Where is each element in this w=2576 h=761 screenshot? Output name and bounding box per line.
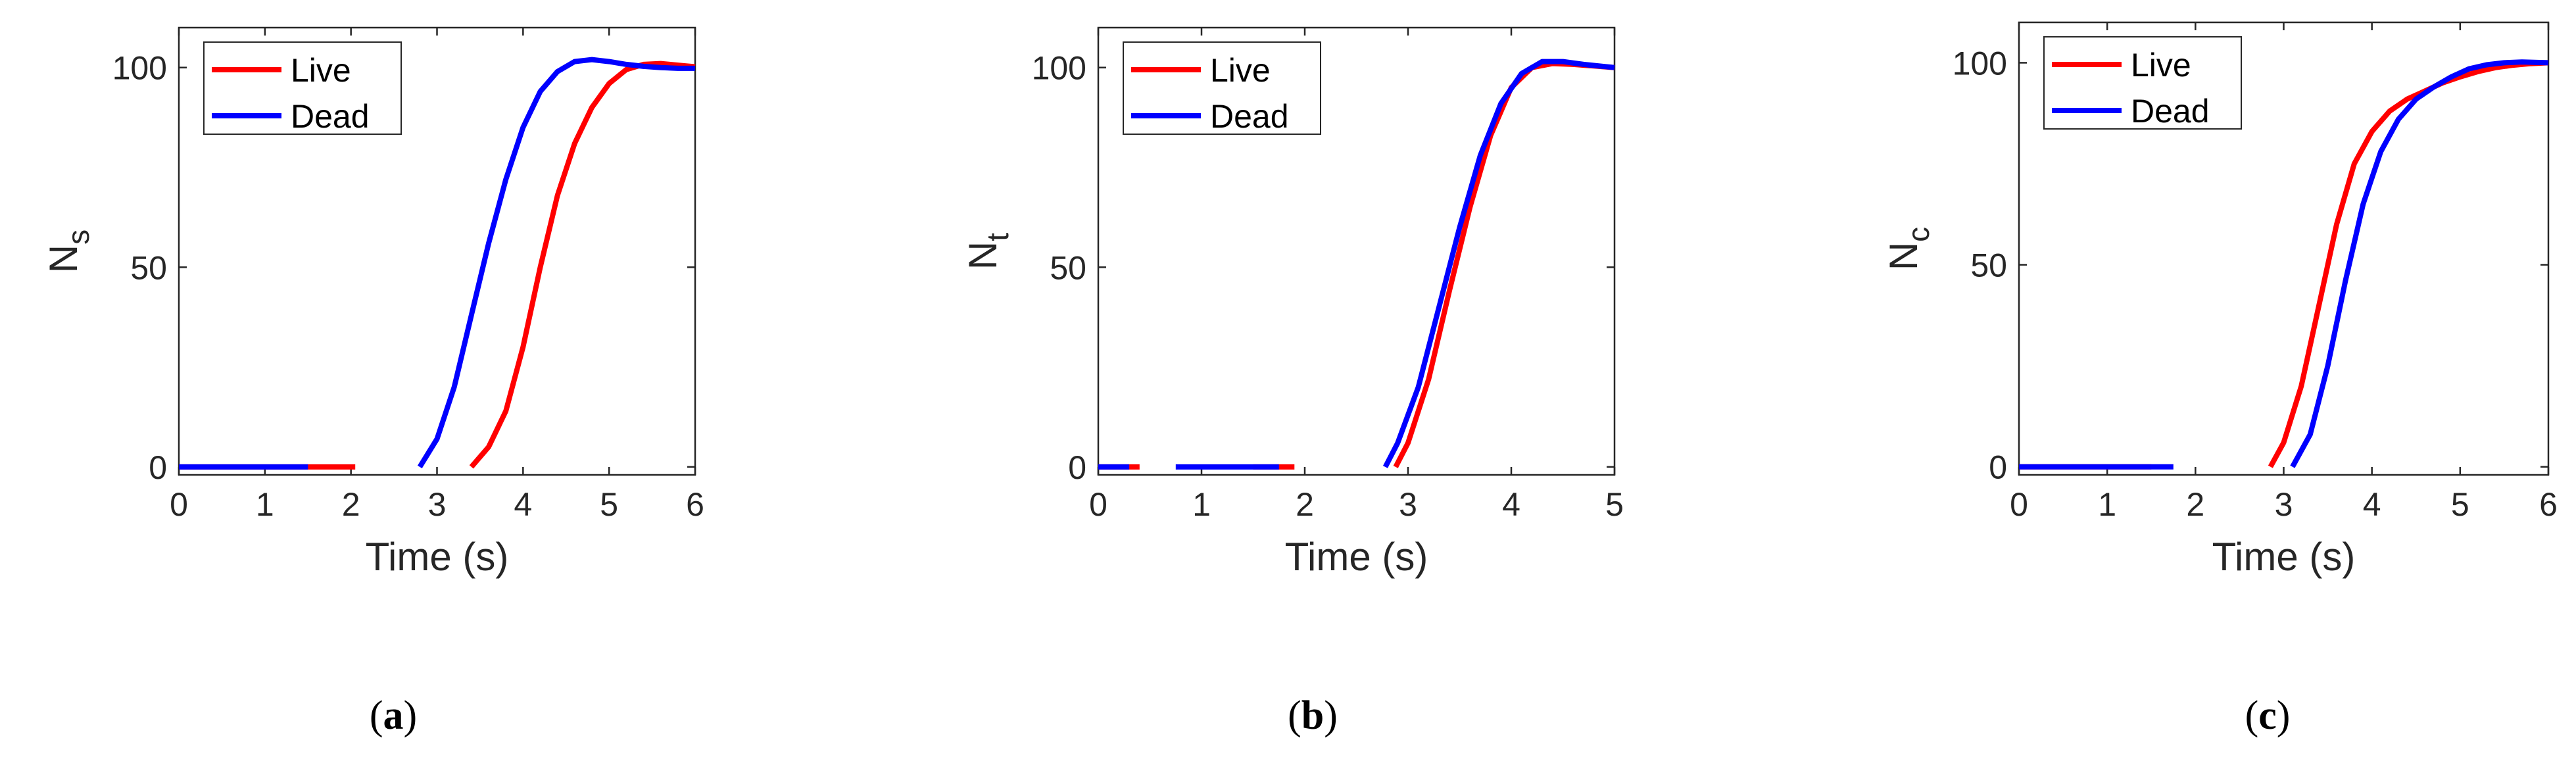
y-axis-label-subscript: c xyxy=(1901,227,1935,242)
y-axis-label-subscript: s xyxy=(61,230,95,245)
x-tick-label: 5 xyxy=(600,486,618,523)
caption-letter: a xyxy=(383,693,404,738)
legend-label-dead: Dead xyxy=(1210,98,1289,135)
legend: Live Dead xyxy=(2043,36,2242,130)
caption-close-paren: ) xyxy=(404,693,418,738)
x-tick-label: 3 xyxy=(1399,486,1417,523)
x-axis-label: Time (s) xyxy=(2212,535,2356,579)
y-axis-label-main: N xyxy=(1882,242,1926,270)
x-tick-label: 2 xyxy=(2186,486,2204,523)
x-axis-label: Time (s) xyxy=(1285,535,1428,579)
legend: Live Dead xyxy=(1123,41,1321,135)
x-tick-label: 6 xyxy=(2539,486,2558,523)
y-axis-label-main: N xyxy=(961,241,1005,270)
x-axis-label: Time (s) xyxy=(366,535,509,579)
caption-letter: b xyxy=(1301,693,1324,738)
caption-open-paren: ( xyxy=(2245,693,2259,738)
caption-letter: c xyxy=(2258,693,2277,738)
caption-open-paren: ( xyxy=(1288,693,1301,738)
caption-close-paren: ) xyxy=(1324,693,1338,738)
chart-panel-0: 0 1 2 3 4 5 6 0 50 100 Time (s) Ns Live Dead (a) xyxy=(41,26,704,738)
series-line-dead xyxy=(2290,59,2549,468)
panel-caption: (b) xyxy=(1288,693,1338,738)
series-line-live xyxy=(2268,60,2549,468)
x-tick-label: 3 xyxy=(428,486,447,523)
y-tick-label: 50 xyxy=(130,249,167,286)
y-tick-label: 100 xyxy=(1032,50,1086,87)
caption-close-paren: ) xyxy=(2277,693,2291,738)
x-tick-label: 5 xyxy=(1605,486,1624,523)
x-tick-label: 0 xyxy=(1089,486,1107,523)
y-axis-label: Nt xyxy=(961,233,1015,270)
y-axis-label-main: N xyxy=(41,245,85,273)
x-tick-label: 4 xyxy=(514,486,532,523)
legend-box xyxy=(2043,36,2242,130)
legend-box xyxy=(203,41,402,135)
y-tick-label: 100 xyxy=(1953,45,2007,82)
legend-label-live: Live xyxy=(1210,52,1271,89)
series-line-dead xyxy=(1382,59,1615,468)
legend-box xyxy=(1123,41,1321,135)
y-axis-label: Ns xyxy=(41,230,95,273)
x-tick-label: 1 xyxy=(1192,486,1211,523)
x-tick-label: 2 xyxy=(342,486,360,523)
x-tick-label: 3 xyxy=(2275,486,2293,523)
y-tick-label: 0 xyxy=(1989,449,2007,486)
x-tick-label: 0 xyxy=(170,486,188,523)
x-tick-label: 4 xyxy=(2363,486,2381,523)
x-tick-label: 4 xyxy=(1502,486,1520,523)
legend-label-dead: Dead xyxy=(2131,93,2210,130)
y-tick-label: 0 xyxy=(1068,449,1086,486)
legend-label-live: Live xyxy=(291,52,351,89)
y-tick-label: 50 xyxy=(1970,247,2007,284)
x-tick-label: 6 xyxy=(686,486,704,523)
x-tick-label: 2 xyxy=(1296,486,1314,523)
legend-label-live: Live xyxy=(2131,47,2191,84)
y-tick-label: 50 xyxy=(1050,249,1086,286)
panel-caption: (c) xyxy=(2245,693,2291,738)
x-tick-label: 1 xyxy=(256,486,274,523)
series-line-dead xyxy=(417,57,695,468)
legend-label-dead: Dead xyxy=(291,98,370,135)
y-tick-label: 0 xyxy=(149,449,167,486)
legend: Live Dead xyxy=(203,41,402,135)
series-line-live xyxy=(469,61,696,469)
panel-caption: (a) xyxy=(370,693,417,738)
y-axis-label: Nc xyxy=(1882,227,1935,270)
caption-open-paren: ( xyxy=(370,693,383,738)
x-tick-label: 1 xyxy=(2098,486,2116,523)
y-tick-label: 100 xyxy=(112,50,167,87)
y-axis-label-subscript: t xyxy=(981,233,1015,241)
x-tick-label: 5 xyxy=(2451,486,2469,523)
x-tick-label: 0 xyxy=(2010,486,2028,523)
